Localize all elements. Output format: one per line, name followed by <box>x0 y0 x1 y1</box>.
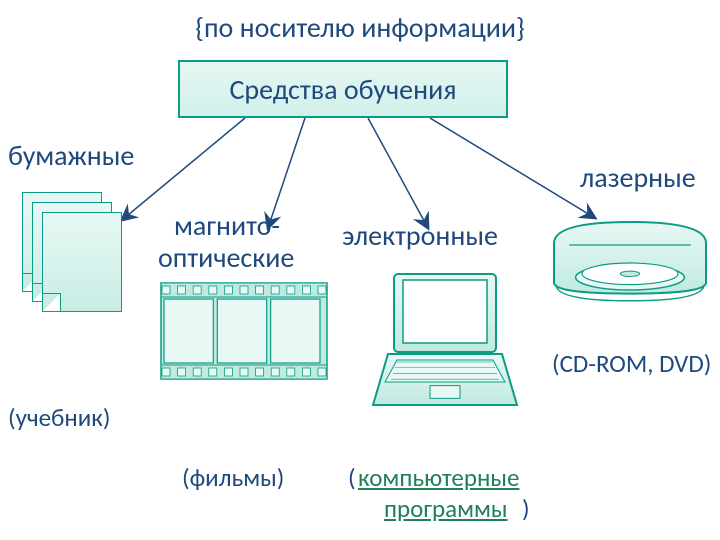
label-magneto1: магнито- <box>174 208 280 243</box>
laptop-icon <box>370 270 520 420</box>
label-electr: электронные <box>342 218 498 253</box>
label-paper: бумажные <box>8 138 134 173</box>
root-node: Средства обучения <box>178 60 508 118</box>
label-laser: лазерные <box>580 160 696 195</box>
label-prog2[interactable]: программы <box>384 493 508 524</box>
page-title: {по носителю информации} <box>0 10 720 45</box>
label-prog_close: ) <box>522 493 530 524</box>
label-films: (фильмы) <box>182 462 284 493</box>
filmstrip-icon <box>160 282 328 380</box>
root-node-text: Средства обучения <box>230 72 457 107</box>
label-prog1[interactable]: компьютерные <box>358 462 519 493</box>
label-prog_open: ( <box>348 462 356 493</box>
label-cdrom: (CD-ROM, DVD) <box>552 348 711 379</box>
label-magneto2: оптические <box>158 240 294 275</box>
cd-drive-icon <box>550 218 710 308</box>
label-textbook: (учебник) <box>8 402 110 433</box>
